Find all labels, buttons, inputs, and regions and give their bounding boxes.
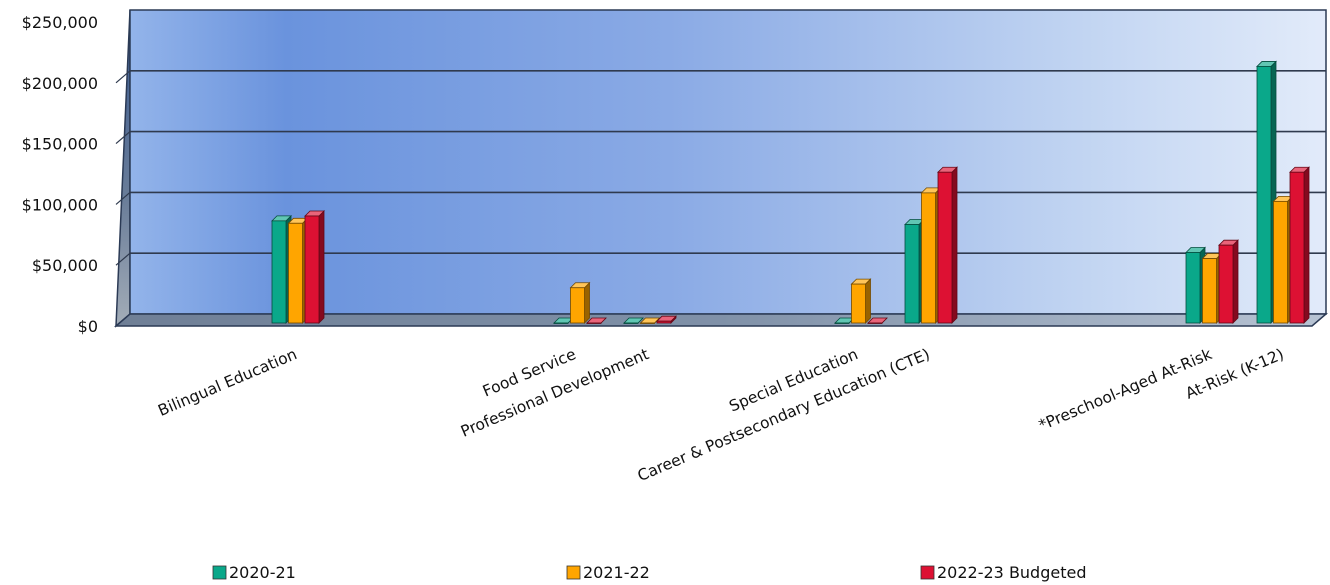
bar-side (584, 281, 590, 324)
side-wall (115, 9, 131, 328)
legend-label-2021-22: 2021-22 (583, 563, 650, 582)
y-tick-label: $100,000 (22, 195, 98, 214)
y-tick-label: $250,000 (22, 13, 98, 32)
legend-item-2020-21[interactable]: 2020-21 (212, 563, 296, 582)
bar-side (865, 278, 871, 324)
category-label-career-postsecondary-education: Career & Postsecondary Education (CTE) (635, 345, 933, 485)
legend: 2020-21 2021-22 2022-23 Budgeted (212, 563, 1086, 582)
bar (656, 315, 677, 324)
y-tick-label: $50,000 (32, 256, 98, 275)
bar-side (951, 166, 958, 324)
bar-front (1185, 252, 1201, 324)
bar-front (1256, 66, 1272, 324)
bar-front (1273, 200, 1288, 324)
bar-front (867, 322, 883, 324)
bar-front (937, 171, 953, 324)
bar-front (1218, 244, 1234, 324)
legend-swatch-2020-21 (212, 565, 227, 580)
bar-side (318, 210, 325, 324)
bar (1218, 239, 1239, 324)
bar-front (851, 283, 866, 324)
category-label-bilingual-education: Bilingual Education (155, 345, 299, 420)
legend-label-2020-21: 2020-21 (229, 563, 296, 582)
bar (1289, 166, 1310, 324)
bar-front (640, 322, 655, 324)
bar-front (288, 222, 303, 324)
bar-front (1289, 171, 1305, 324)
gridlines (115, 70, 1326, 266)
bar-front (623, 322, 639, 324)
bar (850, 278, 872, 324)
y-axis: $0 $50,000 $100,000 $150,000 $200,000 $250,00… (22, 13, 98, 336)
bars (271, 60, 1310, 324)
bar-front (834, 322, 850, 324)
bar (867, 317, 888, 324)
bar-front (586, 322, 602, 324)
gridline-side (115, 70, 131, 84)
legend-label-2022-23-budgeted: 2022-23 Budgeted (937, 563, 1086, 582)
bar (569, 281, 591, 324)
gridline-side (115, 131, 131, 145)
bar (586, 317, 607, 324)
floor (113, 313, 1329, 327)
bar-front (1202, 258, 1217, 324)
bar-front (921, 192, 936, 324)
legend-swatch-2022-23-budgeted (920, 565, 935, 580)
bar-side (1303, 166, 1310, 324)
bar-front (570, 287, 585, 324)
bar-front (904, 224, 920, 324)
bar-front (271, 220, 287, 324)
bar (639, 317, 661, 324)
gridline-side (115, 252, 131, 266)
bar-side (1232, 239, 1239, 324)
y-tick-label: $150,000 (22, 135, 98, 154)
legend-swatch-2021-22 (566, 565, 581, 580)
bar-front (656, 320, 672, 324)
legend-item-2021-22[interactable]: 2021-22 (566, 563, 650, 582)
bar (937, 166, 958, 324)
bar-front (304, 215, 320, 324)
bar (623, 317, 644, 324)
back-wall (129, 9, 1327, 315)
y-tick-label: $200,000 (22, 74, 98, 93)
y-tick-label: $0 (78, 317, 98, 336)
gridline-side (115, 191, 131, 205)
bar (1256, 60, 1277, 324)
legend-item-2022-23-budgeted[interactable]: 2022-23 Budgeted (920, 563, 1086, 582)
bar (304, 210, 325, 324)
bar-front (553, 322, 569, 324)
